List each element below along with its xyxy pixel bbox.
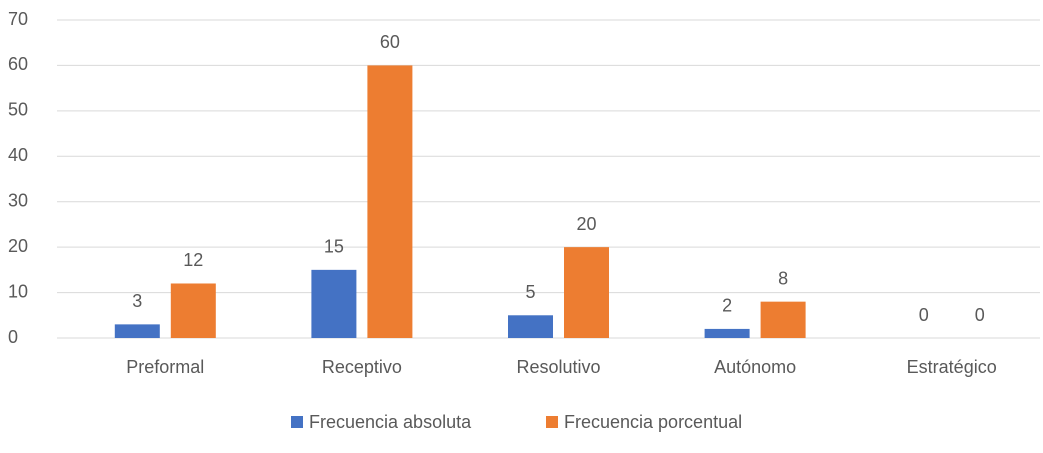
bar [170, 283, 216, 338]
bar [704, 328, 750, 338]
y-tick-label: 60 [8, 54, 28, 74]
x-tick-label: Preformal [126, 357, 204, 377]
y-tick-label: 40 [8, 145, 28, 165]
bar [367, 65, 413, 338]
legend-swatch [291, 416, 303, 428]
y-tick-label: 70 [8, 9, 28, 29]
data-label: 60 [380, 32, 400, 52]
legend-label: Frecuencia absoluta [309, 412, 472, 432]
data-label: 2 [722, 296, 732, 316]
bar [114, 324, 160, 338]
y-tick-label: 50 [8, 100, 28, 120]
y-tick-label: 30 [8, 190, 28, 210]
x-tick-label: Resolutivo [516, 357, 600, 377]
legend-swatch [546, 416, 558, 428]
bar [508, 315, 553, 338]
bar [760, 301, 806, 338]
x-tick-label: Receptivo [322, 357, 402, 377]
x-tick-label: Autónomo [714, 357, 796, 377]
data-label: 8 [778, 268, 788, 288]
data-label: 3 [132, 291, 142, 311]
y-tick-label: 10 [8, 281, 28, 301]
bar [311, 269, 357, 338]
bar [564, 247, 609, 338]
data-label: 0 [919, 305, 929, 325]
data-label: 15 [324, 237, 344, 257]
data-label: 20 [576, 214, 596, 234]
data-label: 5 [525, 282, 535, 302]
data-label: 12 [183, 250, 203, 270]
y-tick-label: 20 [8, 236, 28, 256]
legend-label: Frecuencia porcentual [564, 412, 742, 432]
x-tick-label: Estratégico [907, 357, 997, 377]
data-label: 0 [975, 305, 985, 325]
y-tick-label: 0 [8, 327, 18, 347]
